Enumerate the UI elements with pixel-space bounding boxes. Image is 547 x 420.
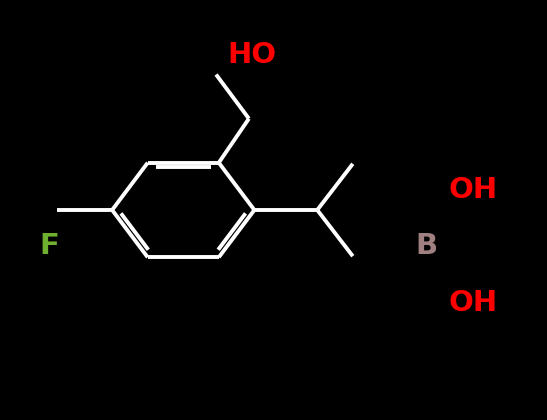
- Text: OH: OH: [449, 176, 498, 204]
- Text: F: F: [39, 232, 59, 260]
- Text: OH: OH: [449, 289, 498, 317]
- Text: B: B: [416, 232, 438, 260]
- Text: HO: HO: [227, 41, 276, 68]
